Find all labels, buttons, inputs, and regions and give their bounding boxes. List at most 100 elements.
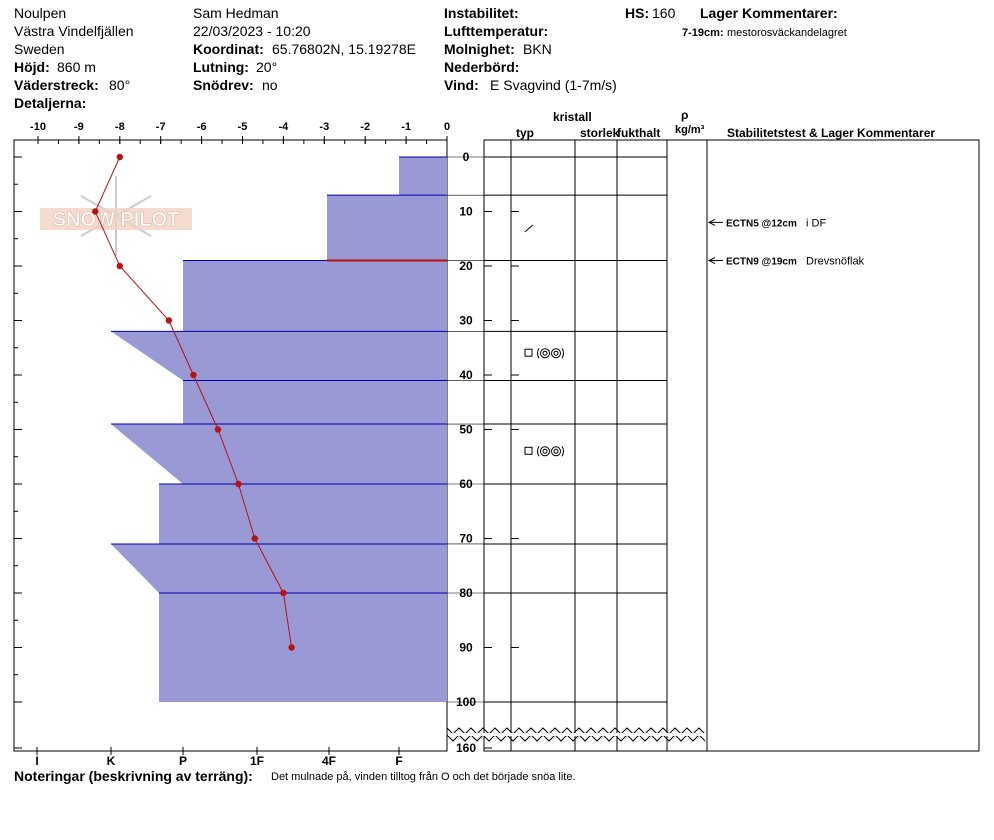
temp-tick-label: -1 bbox=[401, 121, 411, 133]
depth-tick-label: 20 bbox=[459, 259, 473, 273]
hardness-layer bbox=[111, 424, 447, 484]
snowdrift-label: Snödrev: bbox=[193, 77, 254, 93]
hardness-tick-label: K bbox=[107, 754, 116, 768]
col-crystal: kristall bbox=[553, 110, 592, 124]
layer-comment-range: 7-19cm: bbox=[682, 27, 724, 39]
hardness-tick-label: 4F bbox=[322, 754, 336, 768]
details-label: Detaljerna: bbox=[14, 95, 87, 111]
hardness-layer bbox=[111, 331, 447, 381]
notes-text: Det mulnade på, vinden tilltog från O oc… bbox=[271, 771, 576, 783]
stability-test-comment: i DF bbox=[806, 217, 826, 229]
country: Sweden bbox=[14, 41, 65, 57]
hs-value: 160 bbox=[652, 5, 676, 21]
temp-tick-label: -9 bbox=[74, 121, 84, 133]
temperature-point bbox=[116, 153, 124, 161]
hardness-layer bbox=[399, 157, 447, 196]
hs-label: HS: bbox=[625, 5, 650, 21]
stability-test-label: ECTN5 @12cm bbox=[726, 218, 797, 229]
hardness-tick-label: F bbox=[395, 754, 402, 768]
hardness-tick-label: I bbox=[35, 754, 38, 768]
grain-symbol-round-inner bbox=[542, 350, 548, 356]
stability-test-label: ECTN9 @19cm bbox=[726, 257, 797, 268]
grain-symbol-round bbox=[551, 348, 561, 359]
temperature-line bbox=[94, 156, 293, 648]
snowdrift-value: no bbox=[262, 77, 278, 93]
temperature-point bbox=[280, 589, 287, 597]
slope-value: 20° bbox=[256, 59, 278, 75]
temperature-point bbox=[190, 371, 197, 379]
hardness-layer bbox=[183, 380, 447, 425]
stability-test-comment: Drevsnöflak bbox=[806, 256, 865, 268]
air-temp-label: Lufttemperatur: bbox=[444, 23, 549, 39]
grain-symbol-round bbox=[540, 348, 550, 359]
temperature-point bbox=[165, 317, 173, 324]
depth-tick-label: 70 bbox=[459, 532, 473, 546]
grain-symbol-paren bbox=[537, 347, 564, 359]
instability-label: Instabilitet: bbox=[444, 5, 519, 21]
watermark-text: SNOW PILOT bbox=[53, 209, 180, 231]
col-moisture: fukthalt bbox=[617, 126, 661, 140]
coordinate-value: 65.76802N, 15.19278E bbox=[272, 41, 417, 57]
grain-symbol-round-inner bbox=[553, 350, 559, 356]
hardness-tick-label: 1F bbox=[250, 754, 264, 768]
stability-arrow-head bbox=[707, 257, 716, 264]
hardness-layer bbox=[183, 260, 447, 332]
grain-symbol-round-inner bbox=[542, 448, 548, 454]
stability-arrow-head bbox=[707, 218, 716, 226]
col-size: storlek bbox=[580, 126, 620, 140]
temperature-point bbox=[214, 426, 222, 433]
slope-label: Lutning: bbox=[193, 59, 249, 75]
hardness-tick-label: P bbox=[179, 754, 187, 768]
temp-tick-label: -10 bbox=[30, 121, 46, 133]
grain-symbol-round bbox=[540, 446, 550, 457]
layer-table-frame bbox=[483, 139, 980, 752]
hardness-layer bbox=[111, 543, 447, 593]
elevation-value: 860 m bbox=[57, 59, 96, 75]
col-type: typ bbox=[516, 126, 534, 140]
temperature-point bbox=[92, 208, 99, 215]
aspect-value: 80° bbox=[109, 77, 131, 93]
grain-symbol-square bbox=[524, 446, 533, 455]
col-rho: ρ bbox=[681, 108, 689, 122]
grain-symbol-square bbox=[524, 348, 533, 357]
region: Västra Vindelfjällen bbox=[14, 23, 134, 39]
temperature-point bbox=[288, 644, 295, 651]
depth-tick-label: 10 bbox=[459, 205, 473, 219]
temp-tick-label: -8 bbox=[115, 121, 125, 133]
layer-comment-text: mestorosväckandelagret bbox=[727, 27, 847, 39]
cloud-label: Molnighet: bbox=[444, 41, 515, 57]
wind-value: E Svagvind (1-7m/s) bbox=[490, 77, 617, 93]
coordinate-label: Koordinat: bbox=[193, 41, 264, 57]
layer-comments-label: Lager Kommentarer: bbox=[700, 5, 838, 21]
observer: Sam Hedman bbox=[193, 5, 279, 21]
grain-symbol-precip bbox=[524, 224, 534, 233]
temperature-point bbox=[116, 262, 124, 270]
temp-tick-label: -3 bbox=[319, 121, 329, 133]
temp-tick-label: -7 bbox=[156, 121, 166, 133]
depth-tick-label: 30 bbox=[459, 314, 473, 328]
hardness-layer bbox=[159, 484, 447, 544]
temp-tick-label: -6 bbox=[197, 121, 207, 133]
aspect-label: Väderstreck: bbox=[14, 77, 99, 93]
hardness-layer bbox=[159, 593, 447, 702]
grain-symbol-paren bbox=[537, 446, 564, 457]
depth-tick-label: 160 bbox=[456, 741, 476, 755]
depth-tick-label: 50 bbox=[459, 423, 473, 437]
hardness-layer bbox=[327, 195, 447, 261]
col-density-unit: kg/m³ bbox=[675, 124, 705, 136]
elevation-label: Höjd: bbox=[14, 59, 50, 75]
location-name: Noulpen bbox=[14, 5, 67, 21]
axis-break-zigzag bbox=[446, 733, 706, 742]
notes-label: Noteringar (beskrivning av terräng): bbox=[14, 768, 253, 784]
temp-tick-label: -2 bbox=[360, 121, 370, 133]
snowpilot-watermark: SNOW PILOT bbox=[40, 175, 192, 257]
depth-tick-label: 40 bbox=[459, 368, 473, 382]
temperature-point bbox=[235, 480, 242, 488]
temp-tick-label: 0 bbox=[444, 121, 450, 133]
temp-tick-label: -5 bbox=[238, 121, 248, 133]
temp-tick-label: -4 bbox=[279, 121, 290, 133]
cloud-value: BKN bbox=[523, 41, 552, 57]
grain-symbol-round bbox=[551, 446, 561, 457]
depth-tick-label: 90 bbox=[459, 641, 473, 655]
